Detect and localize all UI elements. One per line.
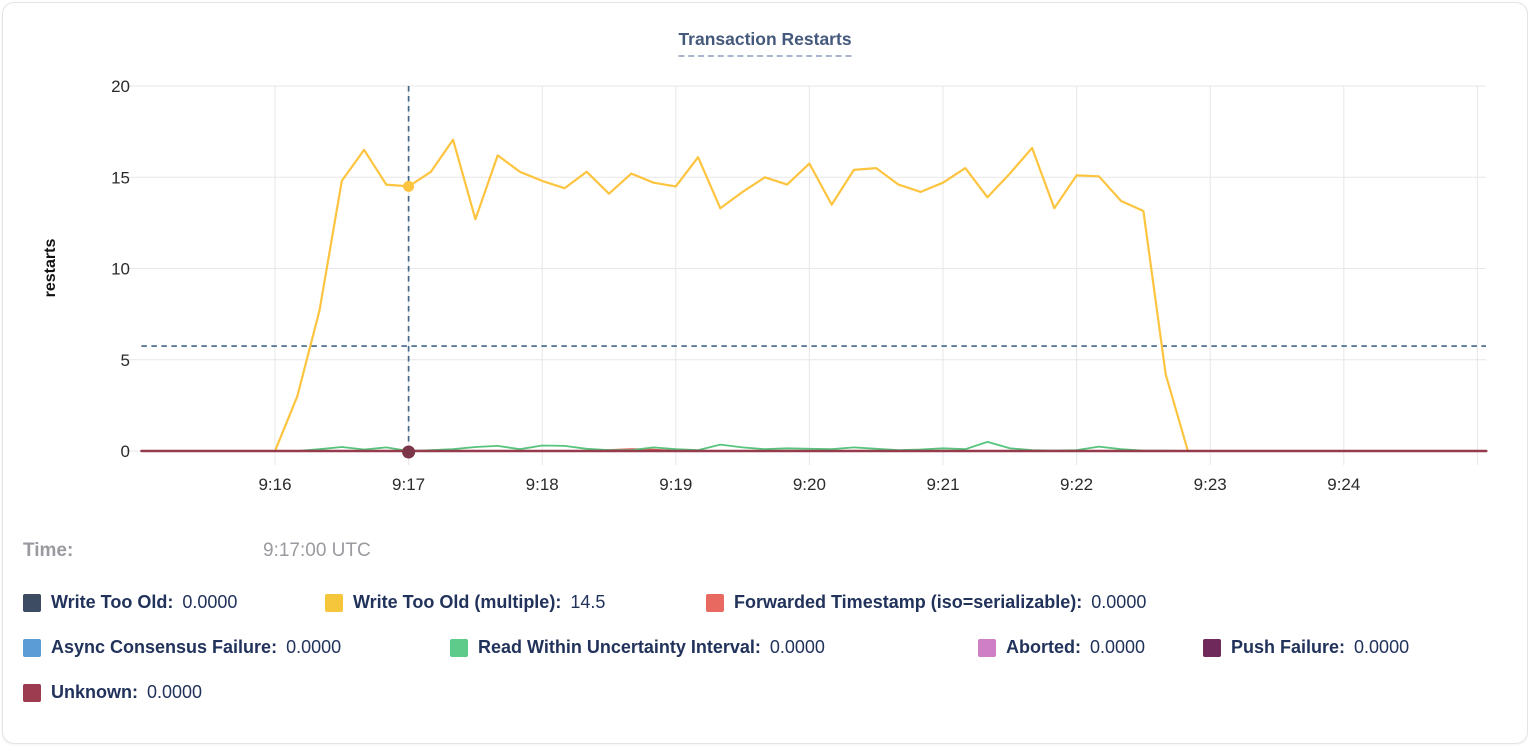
legend-swatch-write-too-old-multiple: [325, 593, 343, 612]
legend-swatch-aborted: [978, 638, 996, 657]
legend-value: 0.0000: [769, 637, 825, 657]
legend-label: Write Too Old (multiple):: [353, 592, 562, 612]
legend-item-read-within-uncertainty-interval: Read Within Uncertainty Interval: 0.0000: [450, 637, 825, 658]
legend-value: 0.0000: [286, 637, 342, 657]
legend-label: Aborted:: [1006, 637, 1081, 657]
legend-item-forwarded-timestamp-iso-serializable: Forwarded Timestamp (iso=serializable): 0…: [706, 592, 1146, 613]
legend-swatch-async-consensus-failure: [23, 638, 41, 657]
legend-value: 0.0000: [147, 682, 203, 702]
time-label: Time:: [23, 540, 74, 561]
legend-item-write-too-old: Write Too Old: 0.0000: [23, 592, 237, 613]
legend-value: 0.0000: [1091, 592, 1147, 612]
x-tick-label: 9:18: [526, 475, 559, 494]
legend-swatch-read-within-uncertainty-interval: [450, 638, 468, 657]
y-tick-label: 20: [111, 77, 130, 96]
legend-row: Unknown: 0.0000: [3, 682, 1527, 708]
legend-row: Write Too Old: 0.0000 Write Too Old (multi…: [3, 592, 1527, 618]
legend-label: Push Failure:: [1231, 637, 1346, 657]
crosshair-time-row: Time: 9:17:00 UTC: [3, 540, 1527, 566]
series-line-write-too-old-multiple: [273, 138, 1189, 453]
x-tick-label: 9:17: [392, 475, 425, 494]
legend-value: 0.0000: [1354, 637, 1410, 657]
series-line-read-within-uncertainty-interval: [296, 441, 1189, 452]
legend-item-unknown: Unknown: 0.0000: [23, 682, 202, 703]
y-axis-ticks: 0 5 10 15 20: [111, 77, 130, 461]
y-tick-label: 15: [111, 168, 130, 187]
x-tick-label: 9:23: [1194, 475, 1227, 494]
x-tick-label: 9:24: [1327, 475, 1360, 494]
legend-item-write-too-old-multiple: Write Too Old (multiple): 14.5: [325, 592, 605, 613]
x-tick-label: 9:21: [926, 475, 959, 494]
x-axis-ticks: 9:16 9:17 9:18 9:19 9:20 9:21 9:22 9:23 9:24: [258, 475, 1360, 494]
legend-item-push-failure: Push Failure: 0.0000: [1203, 637, 1409, 658]
x-tick-label: 9:20: [793, 475, 826, 494]
chart-title[interactable]: Transaction Restarts: [678, 29, 852, 57]
crosshair-point-unknown: [402, 445, 416, 459]
time-value: 9:17:00 UTC: [263, 540, 371, 561]
legend-value: 0.0000: [182, 592, 238, 612]
legend-label: Write Too Old:: [51, 592, 174, 612]
legend-label: Async Consensus Failure:: [51, 637, 278, 657]
transaction-restarts-chart[interactable]: 9:16 9:17 9:18 9:19 9:20 9:21 9:22 9:23 9:24 0 5 10…: [3, 3, 1527, 508]
legend-item-aborted: Aborted: 0.0000: [978, 637, 1145, 658]
legend-swatch-write-too-old: [23, 593, 41, 612]
legend-row: Async Consensus Failure: 0.0000 Read Withi…: [3, 637, 1527, 663]
y-tick-label: 10: [111, 260, 130, 279]
legend-label: Unknown:: [51, 682, 138, 702]
y-tick-label: 5: [121, 351, 130, 370]
x-tick-label: 9:22: [1060, 475, 1093, 494]
legend-value: 0.0000: [1090, 637, 1146, 657]
x-tick-label: 9:19: [659, 475, 692, 494]
legend-value: 14.5: [570, 592, 606, 612]
y-axis-label: restarts: [42, 239, 59, 298]
y-tick-label: 0: [121, 442, 130, 461]
legend-swatch-unknown: [23, 683, 41, 702]
legend-label: Read Within Uncertainty Interval:: [478, 637, 761, 657]
legend-swatch-push-failure: [1203, 638, 1221, 657]
legend-label: Forwarded Timestamp (iso=serializable):: [734, 592, 1083, 612]
crosshair-point-write-too-old-multiple: [403, 180, 415, 192]
legend-swatch-forwarded-timestamp-iso-serializable: [706, 593, 724, 612]
x-tick-label: 9:16: [258, 475, 291, 494]
grid-lines: [126, 85, 1486, 465]
legend-item-async-consensus-failure: Async Consensus Failure: 0.0000: [23, 637, 341, 658]
